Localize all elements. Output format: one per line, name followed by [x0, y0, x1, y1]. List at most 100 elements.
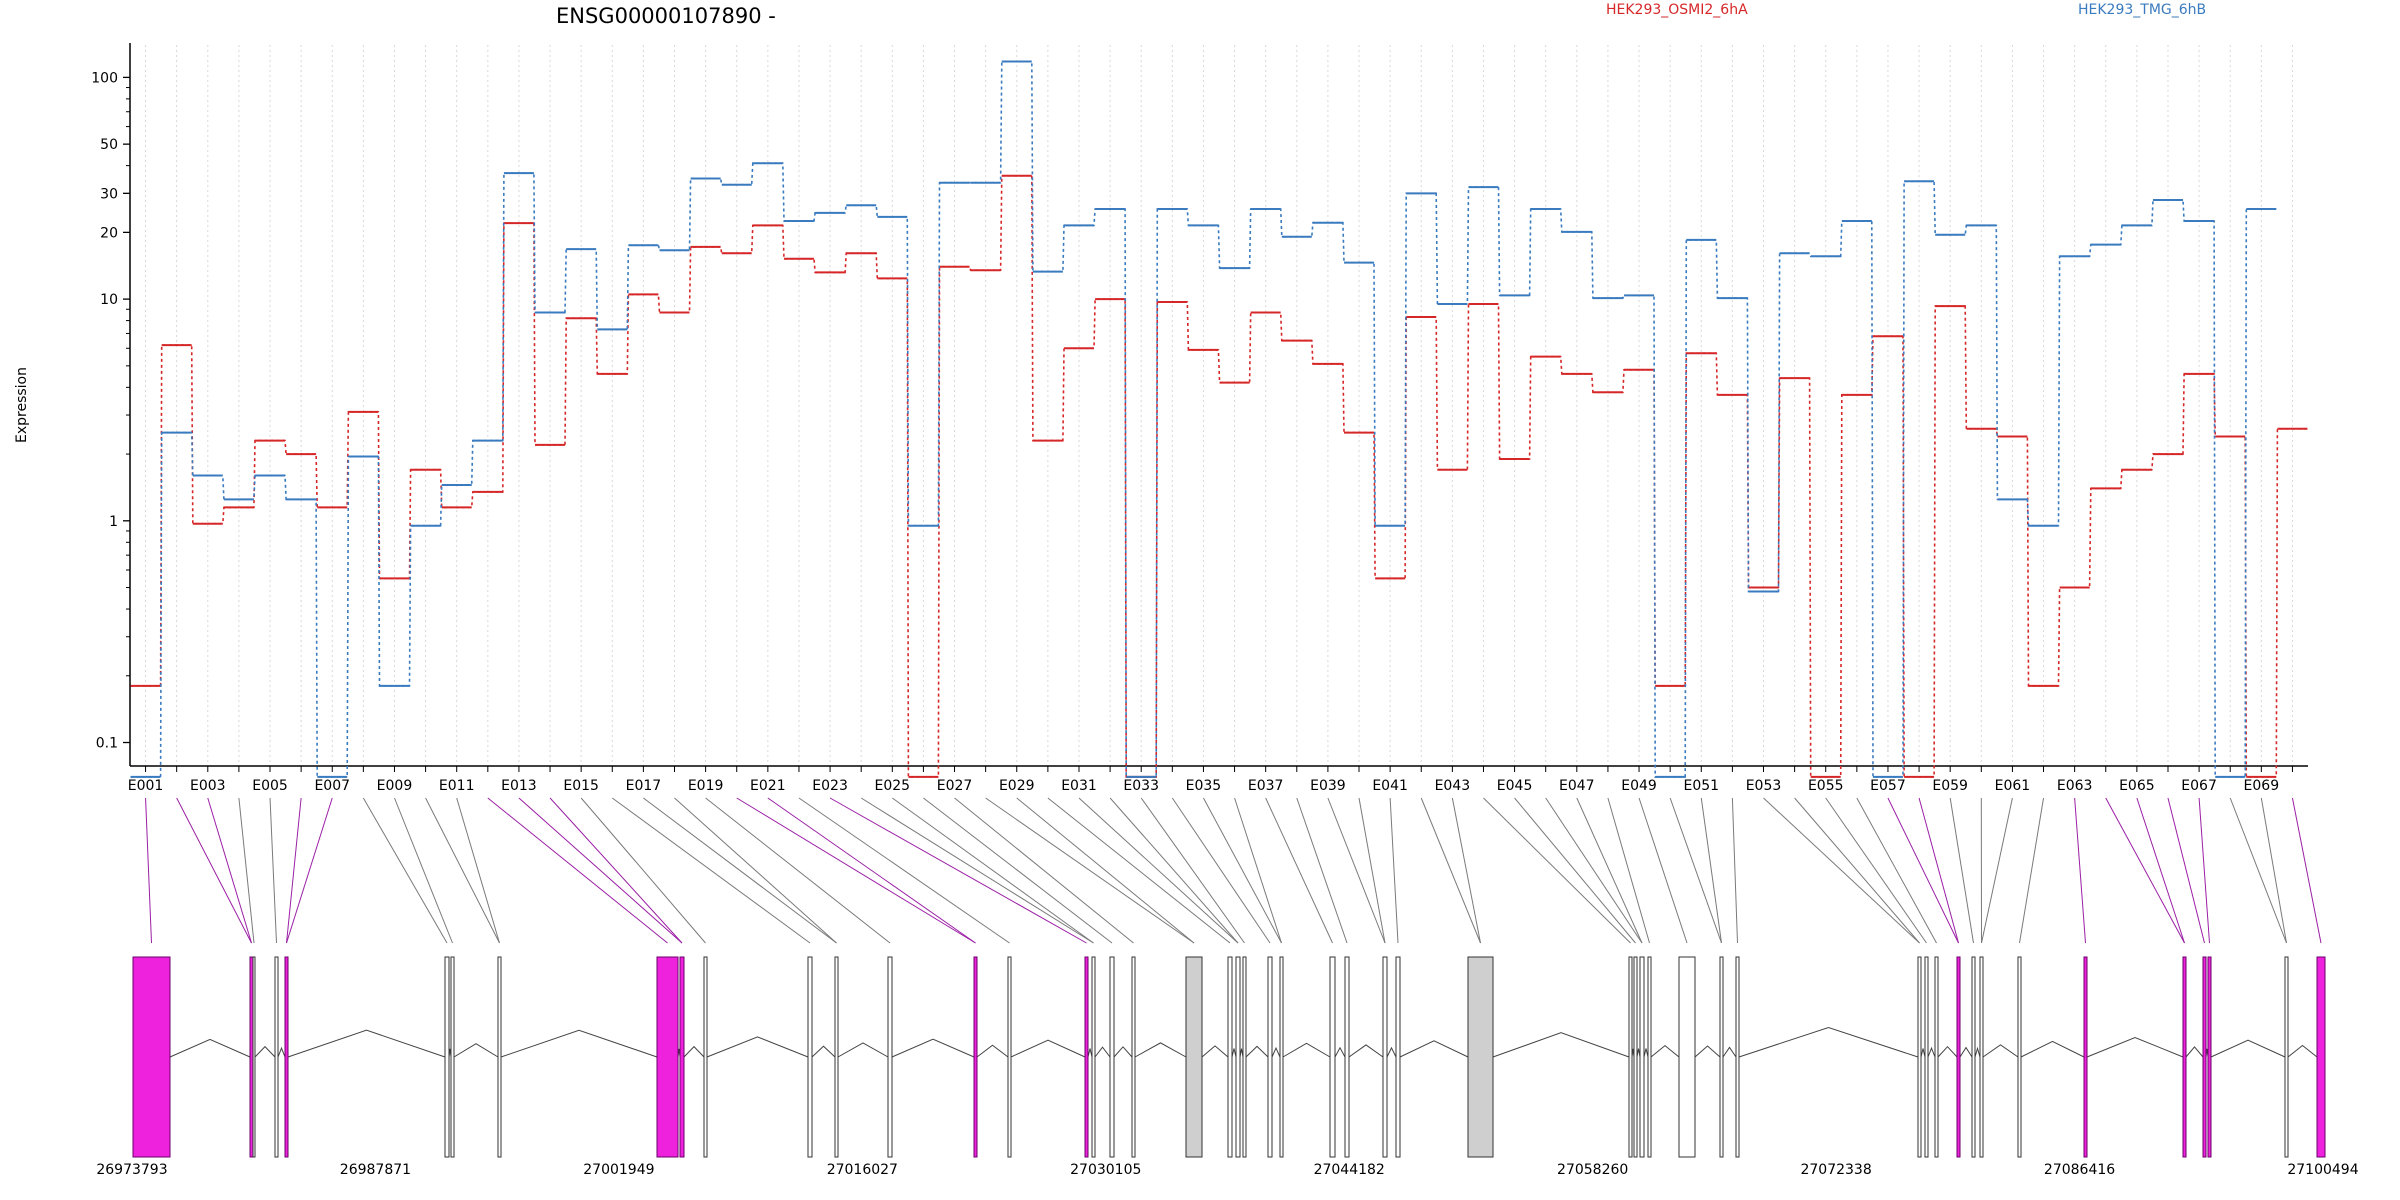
connector-line	[2291, 797, 2322, 944]
exon-block	[2207, 956, 2212, 1158]
exon-block	[703, 956, 708, 1158]
connector-line	[1171, 797, 1271, 944]
exon-connectors	[145, 797, 2322, 944]
connector-line	[1949, 797, 1974, 944]
exon-block	[1735, 956, 1740, 1158]
exon-block	[1091, 956, 1096, 1158]
intron	[1982, 1044, 2019, 1058]
connector-line	[1078, 797, 1239, 944]
coordinate-label: 27044182	[1314, 1162, 1385, 1178]
exon-block	[1979, 956, 1984, 1158]
intron	[1231, 1048, 1237, 1058]
exon-block	[1242, 956, 1247, 1158]
connector-line	[2167, 797, 2205, 944]
intron	[1094, 1046, 1111, 1058]
intron	[500, 1029, 658, 1058]
connector-line	[2229, 797, 2287, 944]
connector-line	[1700, 797, 1722, 944]
connector-line	[2074, 797, 2086, 944]
intron	[1399, 1040, 1469, 1058]
connector-line	[1234, 797, 1282, 944]
intron	[1974, 1046, 1981, 1058]
connector-line	[892, 797, 1094, 944]
exon-block	[2083, 956, 2088, 1158]
connector-line	[2019, 797, 2045, 944]
exon-block	[1235, 956, 1241, 1158]
connector-line	[1794, 797, 1920, 944]
connector-line	[798, 797, 1010, 944]
chart-title: ENSG00000107890 -	[556, 4, 776, 28]
exon-block	[2316, 956, 2326, 1158]
connector-line	[1887, 797, 1959, 944]
intron	[1334, 1046, 1346, 1058]
exon-block	[679, 956, 685, 1158]
intron	[1134, 1042, 1187, 1058]
connector-line	[145, 797, 152, 944]
connector-line	[736, 797, 976, 944]
exon-block	[1007, 956, 1012, 1158]
intron	[706, 1036, 809, 1058]
connector-line	[362, 797, 448, 944]
y-tick-label: 100	[91, 70, 118, 86]
connector-line	[1358, 797, 1386, 944]
connector-line	[1420, 797, 1481, 944]
connector-line	[1451, 797, 1481, 944]
connector-line	[2260, 797, 2287, 944]
x-tick-label: E067	[2181, 778, 2217, 794]
connector-line	[1576, 797, 1643, 944]
connector-line	[2198, 797, 2210, 944]
connector-line	[643, 797, 837, 944]
exon-block	[1185, 956, 1203, 1158]
intron	[1271, 1046, 1281, 1058]
exon-block	[1084, 956, 1089, 1158]
intron	[1722, 1046, 1737, 1058]
exon-block	[1639, 956, 1645, 1158]
exon-block	[284, 956, 289, 1158]
connector-line	[2105, 797, 2185, 944]
x-tick-label: E015	[563, 778, 599, 794]
connector-line	[1140, 797, 1245, 944]
exon-block	[1344, 956, 1350, 1158]
coordinate-label: 27086416	[2044, 1162, 2115, 1178]
y-tick-label: 50	[100, 137, 118, 153]
intron	[2086, 1036, 2184, 1058]
exon-block	[1678, 956, 1696, 1158]
connector-line	[1669, 797, 1722, 944]
x-tick-label: E019	[688, 778, 724, 794]
intron	[1959, 1046, 1973, 1058]
x-tick-label: E001	[128, 778, 164, 794]
intron	[1348, 1044, 1384, 1058]
intron	[811, 1045, 836, 1058]
connector-line	[176, 797, 252, 944]
intron	[1282, 1042, 1331, 1058]
connector-line	[1856, 797, 1937, 944]
exon-block	[1719, 956, 1724, 1158]
x-tick-label: E023	[812, 778, 848, 794]
exon-block	[444, 956, 450, 1158]
y-tick-label: 30	[100, 186, 118, 202]
x-tick-label: E027	[937, 778, 973, 794]
coordinate-label: 27100494	[2287, 1162, 2358, 1178]
x-tick-label: E063	[2057, 778, 2093, 794]
connector-line	[286, 797, 333, 944]
connector-line	[425, 797, 500, 944]
exon-block	[1279, 956, 1284, 1158]
intron	[277, 1046, 286, 1058]
intron	[169, 1038, 251, 1058]
intron	[683, 1045, 705, 1058]
exon-block	[1647, 956, 1652, 1158]
coordinate-tick-labels: 26973793 26987871 27001949 27016027 27030105…	[96, 1162, 2358, 1178]
exon-block	[656, 956, 679, 1158]
exon-block	[2182, 956, 2187, 1158]
exon-block	[2284, 956, 2289, 1158]
exon-block	[1956, 956, 1961, 1158]
x-tick-label: E035	[1186, 778, 1222, 794]
coordinate-label: 27030105	[1070, 1162, 1141, 1178]
exon-block	[252, 956, 256, 1158]
y-tick-label: 1	[109, 514, 118, 530]
intron	[1643, 1048, 1649, 1058]
connector-line	[860, 797, 1094, 944]
intron	[1010, 1039, 1086, 1058]
x-tick-label: E005	[252, 778, 288, 794]
